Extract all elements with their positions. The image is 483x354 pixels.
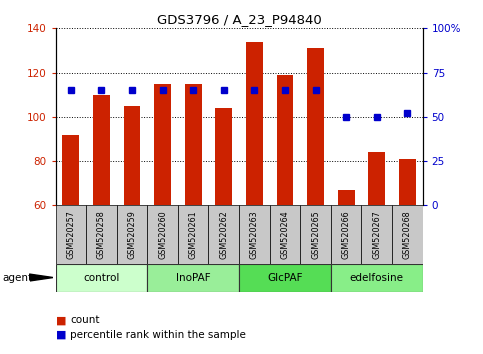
Bar [331, 205, 361, 264]
Text: GSM520260: GSM520260 [158, 210, 167, 259]
Text: GSM520257: GSM520257 [66, 210, 75, 259]
Text: GSM520264: GSM520264 [281, 210, 289, 259]
Text: GSM520266: GSM520266 [341, 210, 351, 259]
Bar [331, 264, 423, 292]
Text: GSM520259: GSM520259 [128, 210, 137, 259]
Text: GSM520261: GSM520261 [189, 210, 198, 259]
Bar [277, 75, 293, 205]
Bar [154, 84, 171, 205]
Text: ■: ■ [56, 330, 66, 339]
Text: control: control [83, 273, 120, 283]
Text: GSM520262: GSM520262 [219, 210, 228, 259]
Bar [239, 205, 270, 264]
Text: InoPAF: InoPAF [176, 273, 211, 283]
Text: agent: agent [2, 273, 32, 283]
Text: GSM520267: GSM520267 [372, 210, 381, 259]
Bar [270, 205, 300, 264]
Text: GSM520258: GSM520258 [97, 210, 106, 259]
Bar [307, 48, 324, 205]
Bar [392, 205, 423, 264]
Text: ■: ■ [56, 315, 66, 325]
Bar [86, 205, 117, 264]
Text: count: count [70, 315, 99, 325]
Bar [147, 264, 239, 292]
Bar [338, 190, 355, 205]
Bar [215, 108, 232, 205]
Bar [117, 205, 147, 264]
Bar [62, 135, 79, 205]
Bar [147, 205, 178, 264]
Bar [209, 205, 239, 264]
Text: GSM520268: GSM520268 [403, 210, 412, 259]
Text: GSM520265: GSM520265 [311, 210, 320, 259]
Bar [56, 264, 147, 292]
Bar [56, 205, 86, 264]
Text: percentile rank within the sample: percentile rank within the sample [70, 330, 246, 339]
Title: GDS3796 / A_23_P94840: GDS3796 / A_23_P94840 [156, 13, 322, 26]
Bar [185, 84, 201, 205]
Bar [178, 205, 209, 264]
Bar [239, 264, 331, 292]
Bar [300, 205, 331, 264]
Bar [246, 42, 263, 205]
Bar [93, 95, 110, 205]
Text: edelfosine: edelfosine [350, 273, 404, 283]
Bar [399, 159, 416, 205]
Text: GSM520263: GSM520263 [250, 210, 259, 259]
Text: GlcPAF: GlcPAF [267, 273, 303, 283]
Bar [124, 106, 141, 205]
Polygon shape [30, 274, 53, 281]
Bar [361, 205, 392, 264]
Bar [369, 152, 385, 205]
